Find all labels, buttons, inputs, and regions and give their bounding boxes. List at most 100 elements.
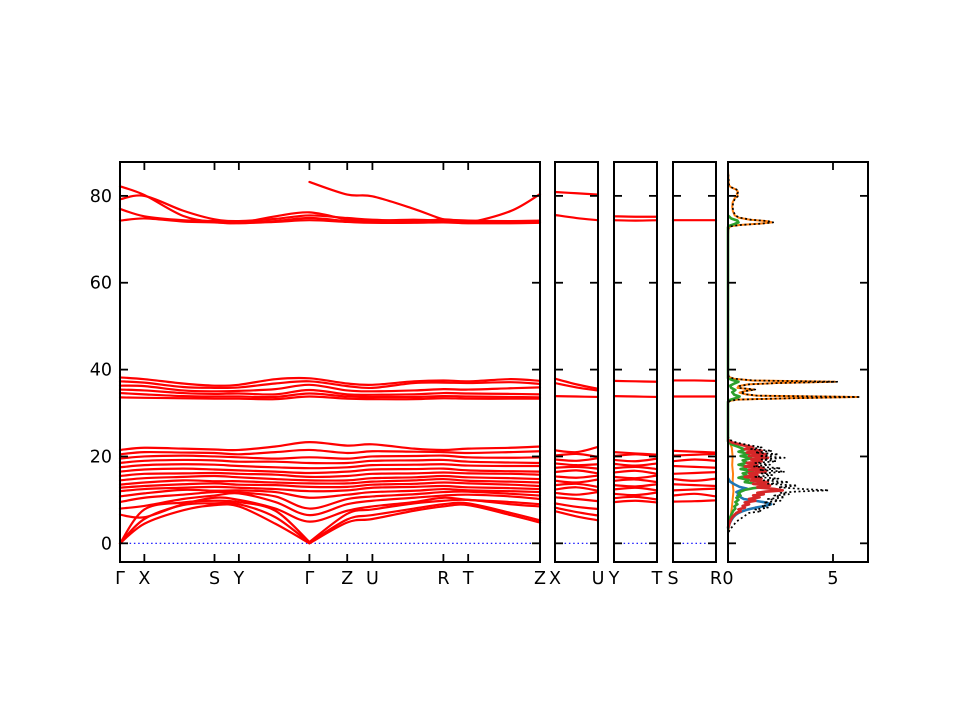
phonon-band	[553, 469, 600, 475]
phonon-band	[612, 462, 659, 467]
phonon-band	[118, 441, 542, 452]
main-panel-frame	[119, 161, 541, 563]
phonon-band	[118, 501, 311, 545]
phonon-band	[553, 381, 600, 392]
phonon-band	[308, 503, 542, 545]
phonon-band	[612, 394, 659, 399]
phonon-band	[671, 464, 718, 469]
x-tick-label: X	[138, 569, 150, 589]
phonon-band	[118, 481, 542, 489]
phonon-band	[118, 496, 542, 523]
x-tick-label: T	[462, 569, 474, 589]
x-tick-label: S	[667, 569, 678, 589]
y-tick-label: 0	[101, 534, 112, 554]
phonon-band	[553, 506, 600, 517]
yt-panel-frame	[613, 161, 658, 563]
phonon-band	[553, 445, 600, 454]
dos-panel-frame	[727, 161, 869, 563]
x-tick-label: U	[366, 569, 379, 589]
phonon-band	[671, 452, 718, 457]
dos-curve-total-dos	[727, 169, 862, 535]
phonon-band	[118, 391, 542, 399]
phonon-band	[553, 502, 600, 511]
phonon-band	[612, 483, 659, 488]
phonon-band	[553, 510, 600, 522]
phonon-band	[553, 190, 600, 196]
phonon-band	[612, 491, 659, 497]
phonon-band	[612, 495, 659, 501]
phonon-band	[553, 213, 600, 222]
x-tick-label: 5	[827, 569, 838, 589]
y-tick-label: 20	[90, 447, 112, 467]
x-tick-label: R	[710, 569, 722, 589]
x-tick-label: Z	[341, 569, 353, 589]
phonon-band	[118, 380, 542, 390]
phonon-band	[118, 492, 542, 517]
phonon-band	[553, 394, 600, 399]
phonon-band	[118, 376, 542, 387]
phonon-band	[612, 457, 659, 463]
phonon-band	[553, 478, 600, 484]
phonon-band	[308, 180, 542, 224]
x-tick-label: T	[651, 569, 663, 589]
phonon-band	[553, 486, 600, 492]
phonon-band	[671, 487, 718, 492]
y-tick-label: 40	[90, 361, 112, 381]
phonon-band	[118, 477, 542, 486]
phonon-band	[612, 478, 659, 484]
x-tick-label: S	[209, 569, 220, 589]
phonon-band	[671, 477, 718, 482]
phonon-band	[553, 474, 600, 479]
x-tick-label: 0	[722, 569, 733, 589]
x-tick-label: Γ	[305, 569, 315, 589]
phonon-band	[553, 496, 600, 503]
phonon-band	[671, 471, 718, 475]
dos-curve-pdos-red	[726, 438, 784, 529]
phonon-band	[671, 492, 718, 498]
phonon-band	[118, 458, 542, 465]
phonon-band	[553, 377, 600, 390]
phonon-band	[612, 499, 659, 504]
phonon-band	[118, 383, 542, 393]
sr-panel-frame	[672, 161, 717, 563]
phonon-band	[118, 395, 542, 401]
phonon-band	[118, 448, 542, 456]
phonon-band	[118, 490, 542, 510]
phonon-band	[118, 484, 542, 493]
phonon-band	[671, 449, 718, 454]
phonon-band	[553, 462, 600, 467]
phonon-band	[118, 503, 311, 545]
phonon-band	[118, 454, 542, 460]
phonon-band	[553, 482, 600, 488]
phonon-band	[118, 499, 311, 545]
phonon-band	[612, 465, 659, 471]
phonon-band	[612, 469, 659, 475]
phonon-band	[118, 474, 542, 482]
xu-panel-frame	[554, 161, 599, 563]
phonon-band	[553, 457, 600, 462]
phonon-band	[671, 499, 718, 503]
phonon-band	[553, 490, 600, 496]
x-tick-label: Y	[608, 569, 620, 589]
phonon-band	[671, 483, 718, 488]
phonon-band	[118, 467, 542, 475]
phonon-band	[118, 463, 542, 470]
phonon-band	[553, 465, 600, 470]
phonon-band	[308, 501, 542, 544]
x-tick-label: R	[437, 569, 449, 589]
phonon-band	[612, 486, 659, 492]
y-tick-label: 60	[90, 274, 112, 294]
x-tick-label: U	[592, 569, 605, 589]
x-tick-label: Γ	[115, 569, 125, 589]
y-tick-label: 80	[90, 187, 112, 207]
phonon-band	[671, 458, 718, 463]
phonon-band	[612, 453, 659, 458]
phonon-band	[118, 487, 542, 499]
x-tick-label: X	[549, 569, 561, 589]
phonon-band	[308, 498, 542, 544]
phonon-band	[612, 474, 659, 480]
phonon-band	[118, 194, 542, 223]
